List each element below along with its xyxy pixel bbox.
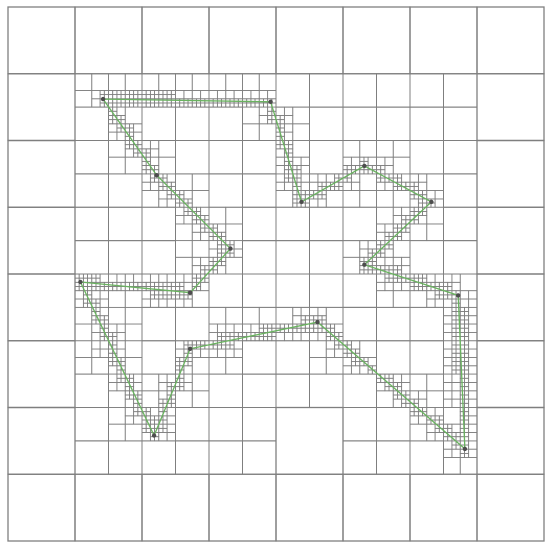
curve-vertex <box>154 173 159 178</box>
curve-vertex <box>100 96 106 102</box>
curve-vertex <box>78 279 83 285</box>
curve-vertex <box>362 163 367 169</box>
curve-vertex <box>315 319 320 325</box>
boundary-curve <box>79 98 466 451</box>
curve-vertex <box>462 446 468 452</box>
curve-vertex <box>429 199 434 205</box>
curve-vertex <box>188 290 193 295</box>
curve-vertex <box>299 199 304 205</box>
curve-vertex <box>228 246 233 251</box>
curve-vertex <box>151 433 157 438</box>
curve-vertex <box>268 99 273 105</box>
curve-vertex <box>456 293 461 298</box>
curve-vertices <box>78 96 468 452</box>
quadtree-cell <box>476 473 545 542</box>
curve-vertex <box>188 346 193 351</box>
curve-vertex <box>362 262 367 267</box>
